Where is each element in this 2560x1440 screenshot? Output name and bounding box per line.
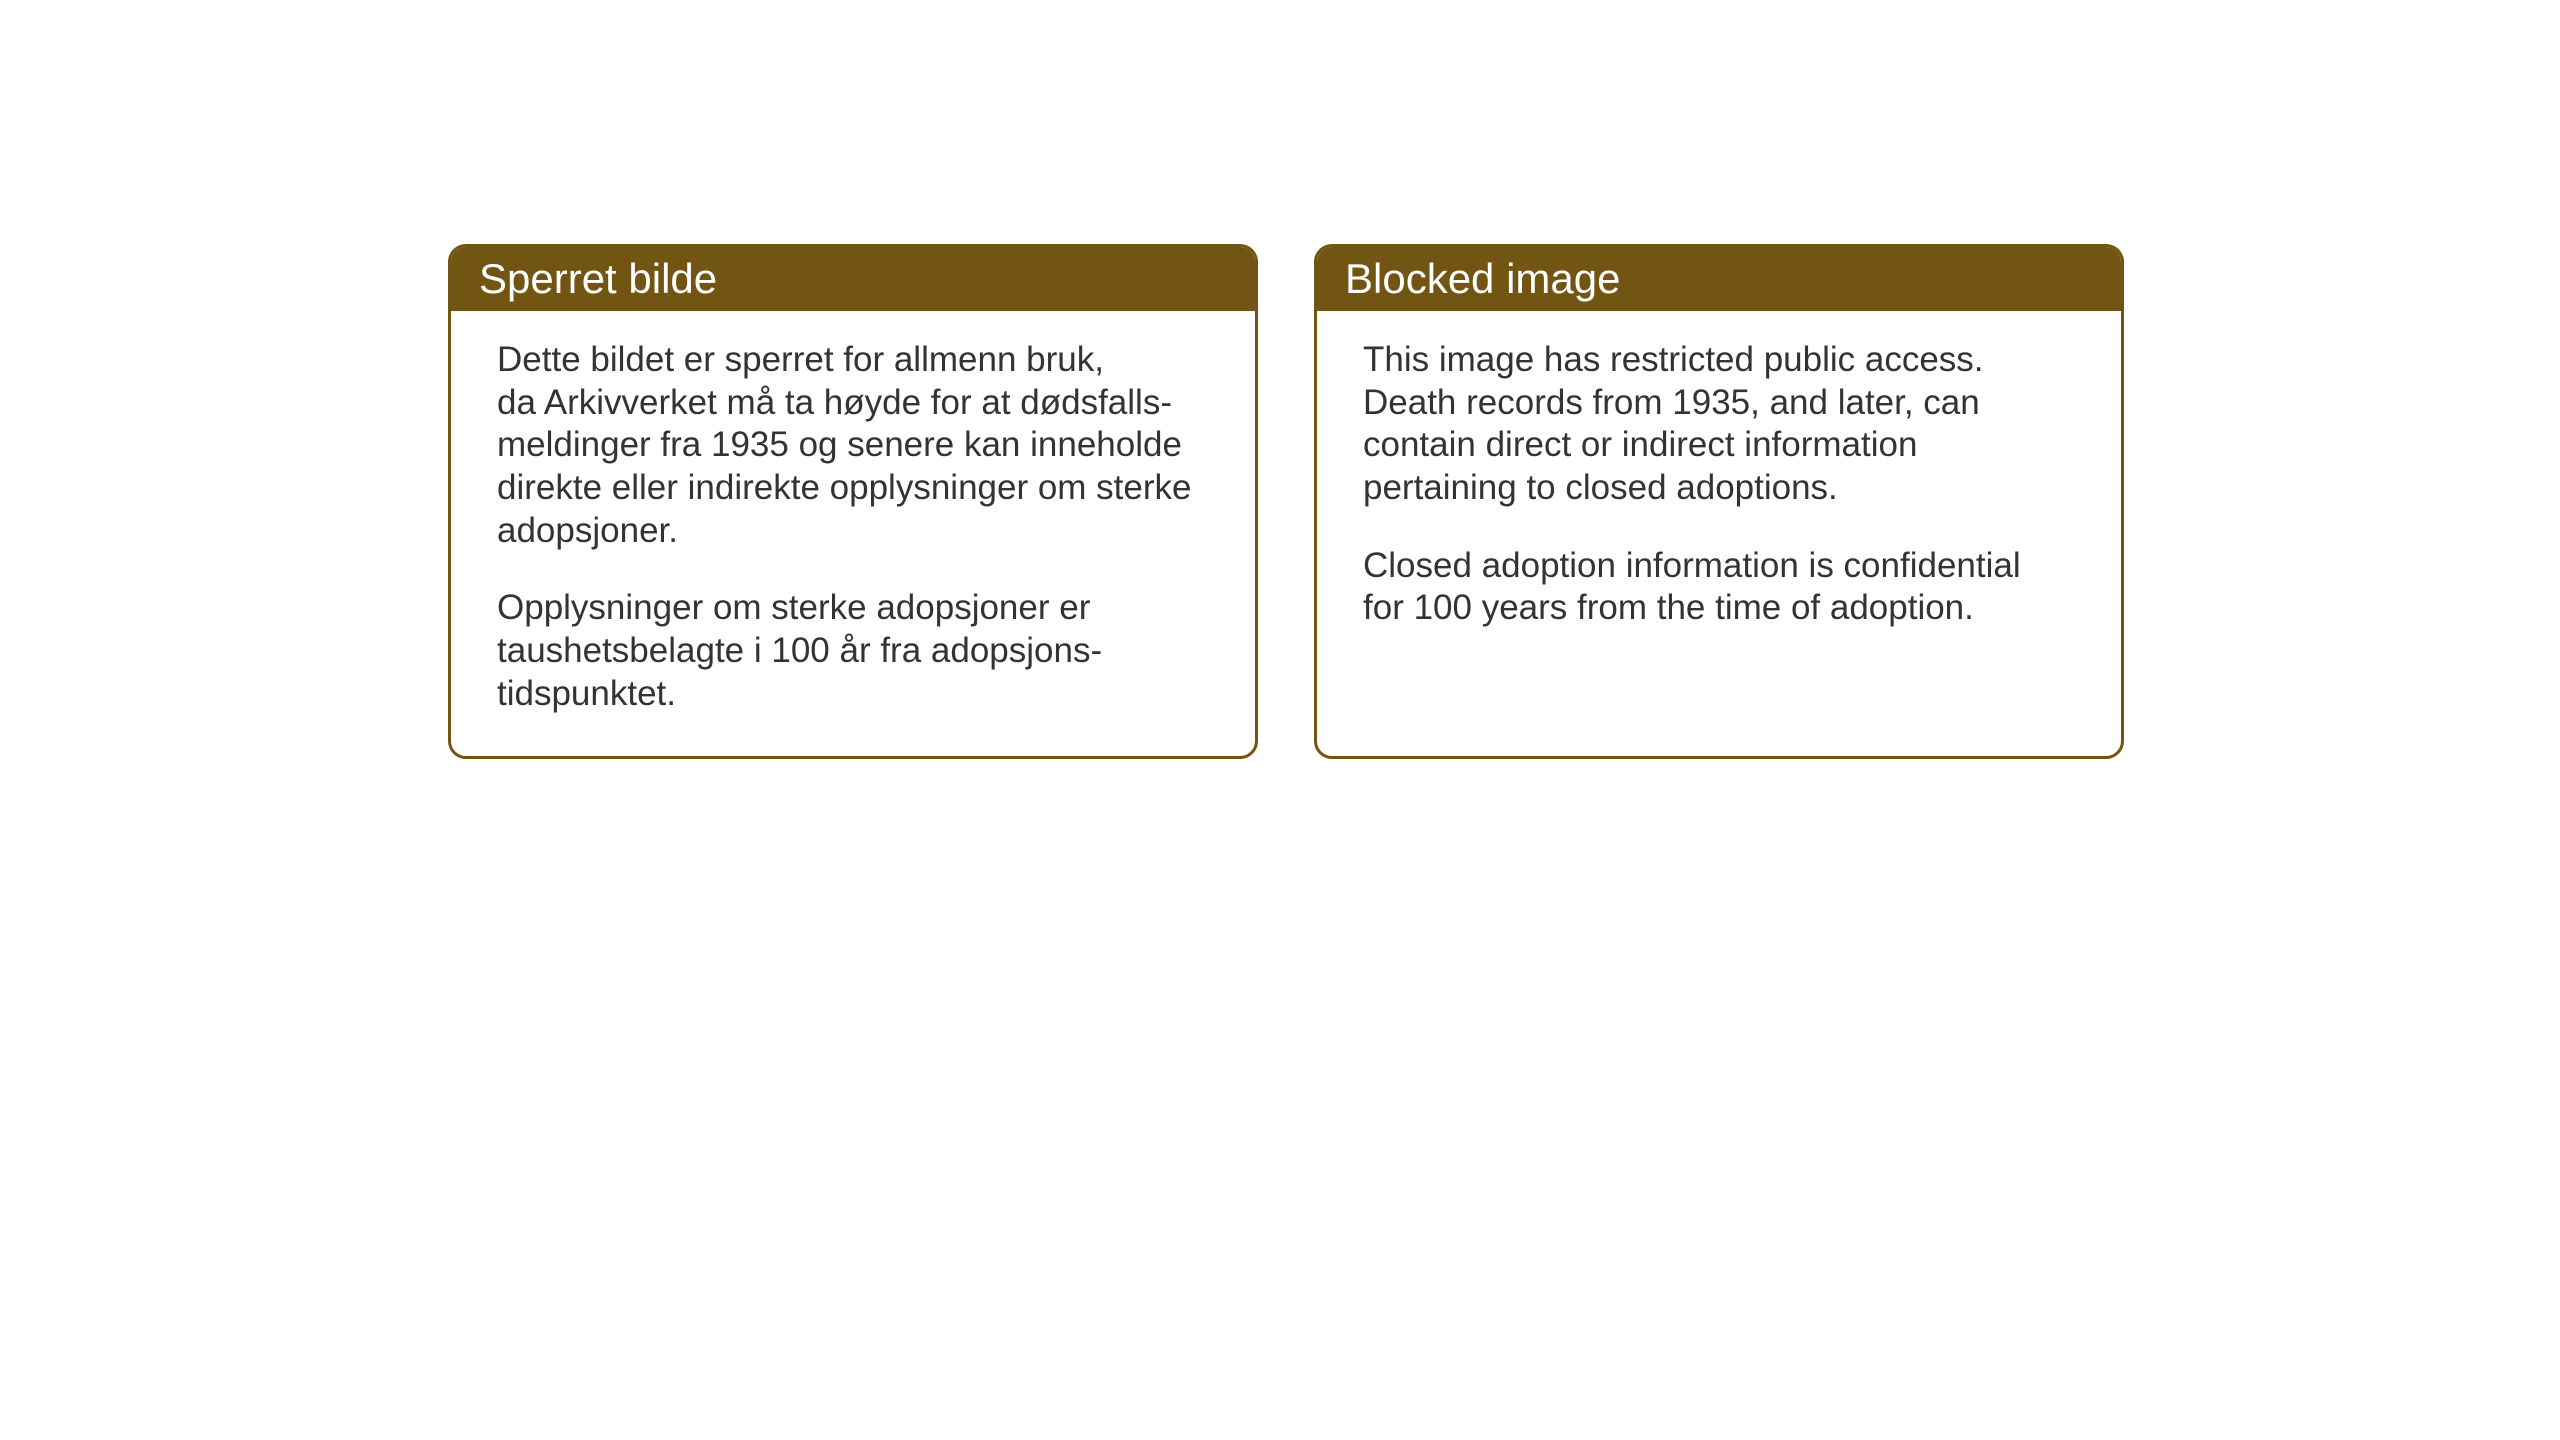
english-paragraph-1: This image has restricted public access.… — [1363, 339, 2075, 510]
norwegian-card-title: Sperret bilde — [451, 247, 1255, 311]
norwegian-paragraph-2: Opplysninger om sterke adopsjoner er tau… — [497, 587, 1209, 715]
english-card-body: This image has restricted public access.… — [1317, 311, 2121, 670]
norwegian-card-body: Dette bildet er sperret for allmenn bruk… — [451, 311, 1255, 756]
english-paragraph-2: Closed adoption information is confident… — [1363, 545, 2075, 630]
norwegian-paragraph-1: Dette bildet er sperret for allmenn bruk… — [497, 339, 1209, 552]
notice-container: Sperret bilde Dette bildet er sperret fo… — [448, 244, 2124, 759]
paragraph-spacer — [1363, 510, 2075, 545]
english-notice-card: Blocked image This image has restricted … — [1314, 244, 2124, 759]
norwegian-notice-card: Sperret bilde Dette bildet er sperret fo… — [448, 244, 1258, 759]
paragraph-spacer — [497, 552, 1209, 587]
english-card-title: Blocked image — [1317, 247, 2121, 311]
